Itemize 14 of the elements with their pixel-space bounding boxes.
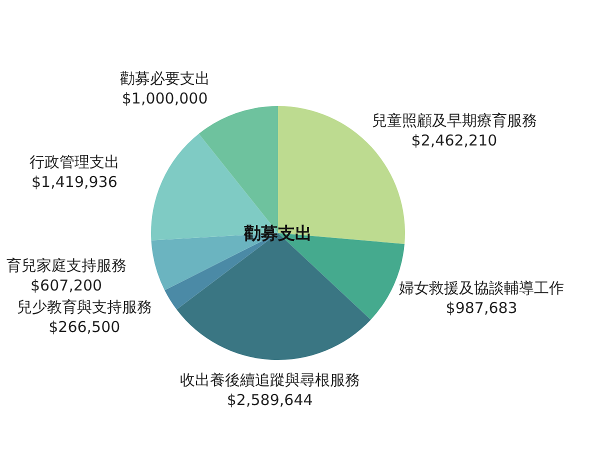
data-label: $987,683 — [446, 299, 518, 318]
data-label: $2,589,644 — [226, 390, 313, 409]
slice-label: 兒少教育與支持服務 — [16, 298, 152, 316]
data-label: $1,000,000 — [122, 90, 208, 108]
slice-label: 婦女救援及協談輔導工作 — [399, 279, 564, 298]
data-label: $1,419,936 — [32, 172, 118, 191]
data-label: $2,462,210 — [411, 131, 498, 150]
slice-label: 行政管理支出 — [29, 152, 120, 171]
slice-label: 育兒家庭支持服務 — [6, 256, 126, 274]
slice-label: 勸募必要支出 — [120, 70, 210, 88]
slice-label: 收出養後續追蹤與尋根服務 — [180, 370, 360, 389]
data-label: $607,200 — [30, 276, 102, 294]
slice-label: 兒童照顧及早期療育服務 — [372, 111, 537, 130]
data-label: $266,500 — [48, 318, 120, 336]
